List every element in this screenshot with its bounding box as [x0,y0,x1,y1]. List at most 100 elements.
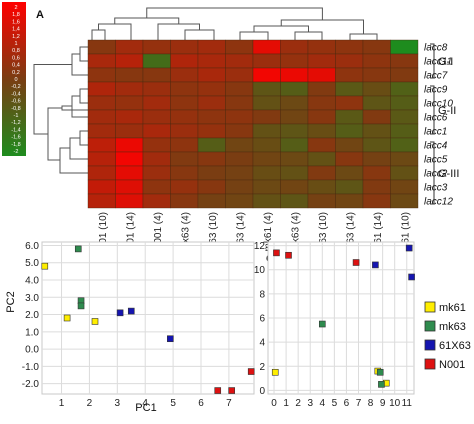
point-N001 [247,368,255,375]
row-label-lacc2: lacc2 [424,169,448,180]
group-label-3: G-III [438,168,459,180]
heatmap-cell-lacc5-8 [280,151,309,167]
heatmap-cell-lacc10-12 [390,95,419,111]
heatmap-cell-lacc1-6 [225,123,254,139]
heatmap-cell-lacc3-12 [390,179,419,195]
plot-area [41,241,255,395]
heatmap-cell-lacc3-7 [252,179,281,195]
scale-tick: 0 [14,77,17,83]
heatmap-cell-lacc5-1 [87,151,116,167]
column-label-2: N001 (14) [125,212,136,256]
row-label-lacc8: lacc8 [424,43,448,54]
heatmap-cell-lacc8-4 [170,39,199,55]
y-tick-label: 5.0 [25,258,39,269]
color-scale-bar [2,2,26,156]
heatmap-cell-lacc3-2 [115,179,144,195]
heatmap-cell-lacc3-3 [142,179,171,195]
point-N001 [285,251,292,259]
heatmap-cell-lacc1-3 [142,123,171,139]
heatmap-cell-lacc4-4 [170,137,199,153]
scale-tick: -1,2 [11,120,20,126]
heatmap-cell-lacc12-4 [170,193,199,209]
group-bracket-3 [430,141,435,205]
scale-tick: 0,4 [12,63,20,69]
heatmap-cell-lacc12-12 [390,193,419,209]
heatmap-cell-lacc5-10 [335,151,364,167]
heatmap-cell-lacc12-8 [280,193,309,209]
point-mk61 [63,314,71,322]
x-tick-label: 3 [115,398,121,409]
scale-tick: -1,4 [11,127,20,133]
heatmap-cell-lacc4-3 [142,137,171,153]
heatmap-cell-lacc8-8 [280,39,309,55]
heatmap-cell-lacc4-8 [280,137,309,153]
heatmap-cell-lacc2-1 [87,165,116,181]
heatmap-cell-lacc2-9 [307,165,336,181]
column-label-8: mk63 (4) [290,212,301,251]
y-tick-label: 2.0 [25,310,39,321]
row-label-lacc4: lacc4 [424,141,448,152]
heatmap-cell-lacc12-9 [307,193,336,209]
heatmap-cell-lacc1-5 [197,123,226,139]
point-61X63 [372,261,379,269]
scale-tick: -1,6 [11,135,20,141]
heatmap-cell-lacc2-3 [142,165,171,181]
scale-tick: 0,6 [12,55,20,61]
legend-swatch-mk61 [424,301,436,313]
x-tick-label: 3 [307,398,313,409]
heatmap-cell-lacc12-1 [87,193,116,209]
group-label-1: G-I [438,56,453,68]
x-tick-label: 1 [59,398,65,409]
row-label-lacc1: lacc1 [424,127,447,138]
heatmap-cell-lacc5-11 [362,151,391,167]
heatmap-cell-lacc7-4 [170,67,199,83]
legend-swatch-61X63 [424,339,436,351]
y-tick-label: 6.0 [25,241,39,252]
x-tick-label: 5 [332,398,338,409]
point-61X63 [116,309,124,317]
heatmap-cell-lacc2-2 [115,165,144,181]
heatmap-cell-lacc7-5 [197,67,226,83]
heatmap-group-brackets: G-I G-II G-III [430,43,459,205]
heatmap-cell-lacc12-2 [115,193,144,209]
heatmap-cell-lacc12-11 [362,193,391,209]
heatmap-cell-lacc7-3 [142,67,171,83]
column-label-6: 61x63 (14) [235,212,246,260]
scale-tick: -0,2 [11,84,20,90]
scale-tick: -0,8 [11,106,20,112]
heatmap-cell-lacc7-1 [87,67,116,83]
row-label-lacc5: lacc5 [424,155,448,166]
x-tick-label: 4 [320,398,326,409]
point-N001 [273,249,280,257]
heatmap-cell-lacc7-7 [252,67,281,83]
scale-tick: 0,8 [12,48,20,54]
row-label-lacc3: lacc3 [424,183,448,194]
y-tick-label: 4.0 [25,276,39,287]
heatmap-cell-lacc11-7 [252,53,281,69]
heatmap-row-labels: lacc8 lacc11 lacc7 lacc9 lacc10 lacc6 lacc1 lac… [424,43,453,208]
x-tick-label: 4 [142,398,148,409]
heatmap-cell-lacc9-2 [115,81,144,97]
heatmap-cell-lacc11-6 [225,53,254,69]
x-tick-label: 7 [226,398,232,409]
heatmap-cell-lacc8-5 [197,39,226,55]
heatmap-cell-lacc8-10 [335,39,364,55]
heatmap-cell-lacc1-2 [115,123,144,139]
heatmap-cell-lacc11-2 [115,53,144,69]
column-label-10: mk63 (14) [345,212,356,257]
heatmap-cell-lacc7-11 [362,67,391,83]
row-label-lacc11: lacc11 [424,57,452,68]
x-tick-label: 1 [283,398,289,409]
heatmap-cell-lacc11-8 [280,53,309,69]
scale-tick: -2 [14,149,19,155]
heatmap-cell-lacc1-12 [390,123,419,139]
scale-tick: 1,8 [12,12,20,18]
point-N001 [352,259,360,266]
legend-swatch-N001 [424,358,436,370]
row-dendrogram [33,46,88,174]
point-mk61 [91,318,99,325]
group-bracket-1 [430,43,435,79]
heatmap-cell-lacc10-1 [87,95,116,111]
